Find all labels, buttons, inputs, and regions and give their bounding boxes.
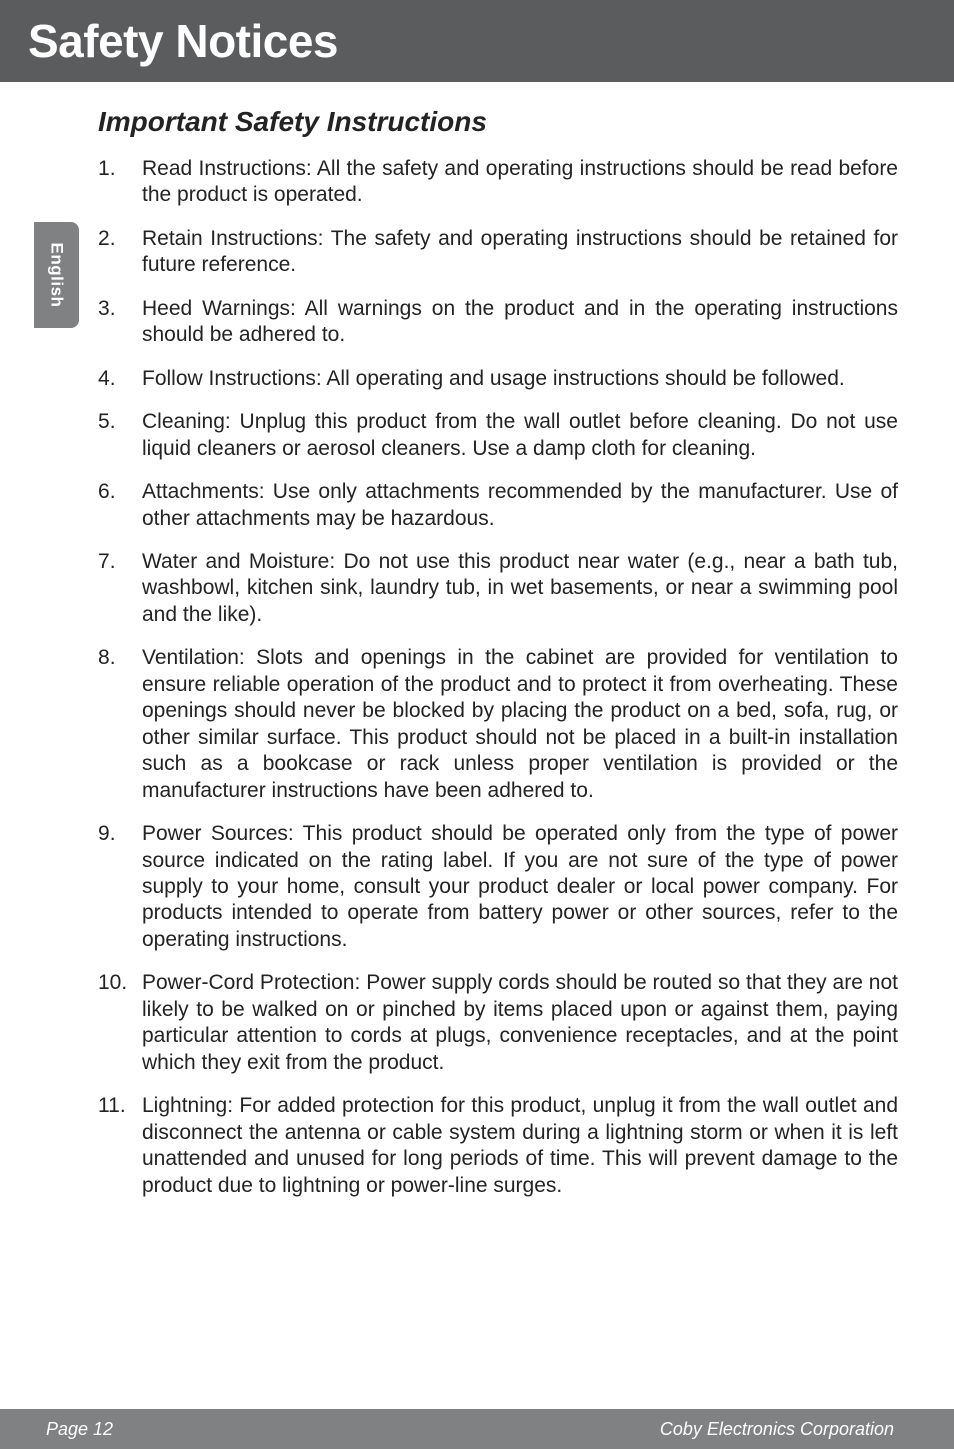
instruction-list: Read Instructions: All the safety and op… [98,156,898,1199]
list-item: Follow Instructions: All operating and u… [98,366,898,392]
list-item: Power-Cord Protection: Power supply cord… [98,970,898,1076]
list-item: Ventilation: Slots and openings in the c… [98,645,898,804]
banner: Safety Notices [0,0,954,82]
list-item: Heed Warnings: All warnings on the produ… [98,296,898,349]
list-item: Read Instructions: All the safety and op… [98,156,898,209]
list-item: Water and Moisture: Do not use this prod… [98,549,898,628]
footer: Page 12 Coby Electronics Corporation [0,1409,954,1449]
language-tab: English [34,222,79,328]
content-area: Read Instructions: All the safety and op… [98,156,898,1199]
list-item: Cleaning: Unplug this product from the w… [98,409,898,462]
list-item: Lightning: For added protection for this… [98,1093,898,1199]
footer-corp: Coby Electronics Corporation [660,1419,894,1440]
banner-title: Safety Notices [28,14,338,68]
section-subtitle: Important Safety Instructions [98,106,954,138]
language-tab-label: English [47,243,67,308]
list-item: Retain Instructions: The safety and oper… [98,226,898,279]
page-number: Page 12 [46,1419,113,1440]
list-item: Attachments: Use only attachments recomm… [98,479,898,532]
list-item: Power Sources: This product should be op… [98,821,898,953]
